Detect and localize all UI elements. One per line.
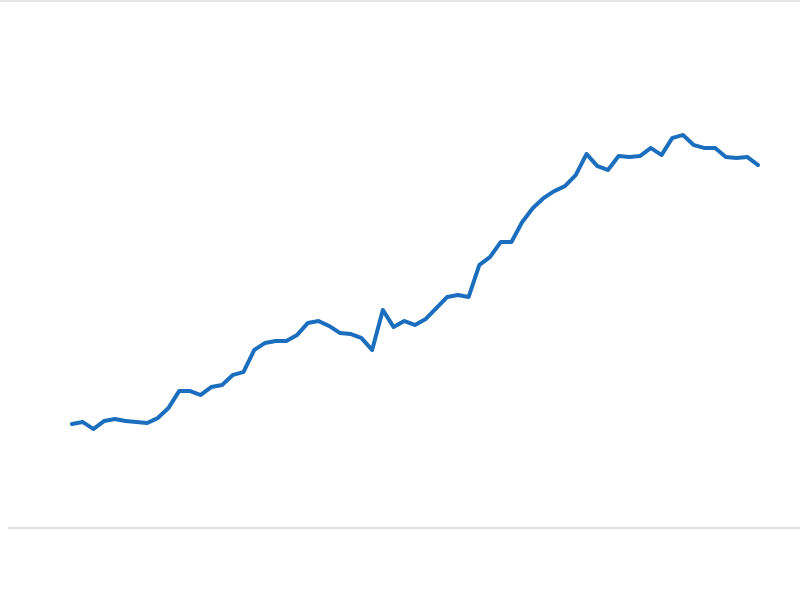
line: [70, 133, 760, 431]
